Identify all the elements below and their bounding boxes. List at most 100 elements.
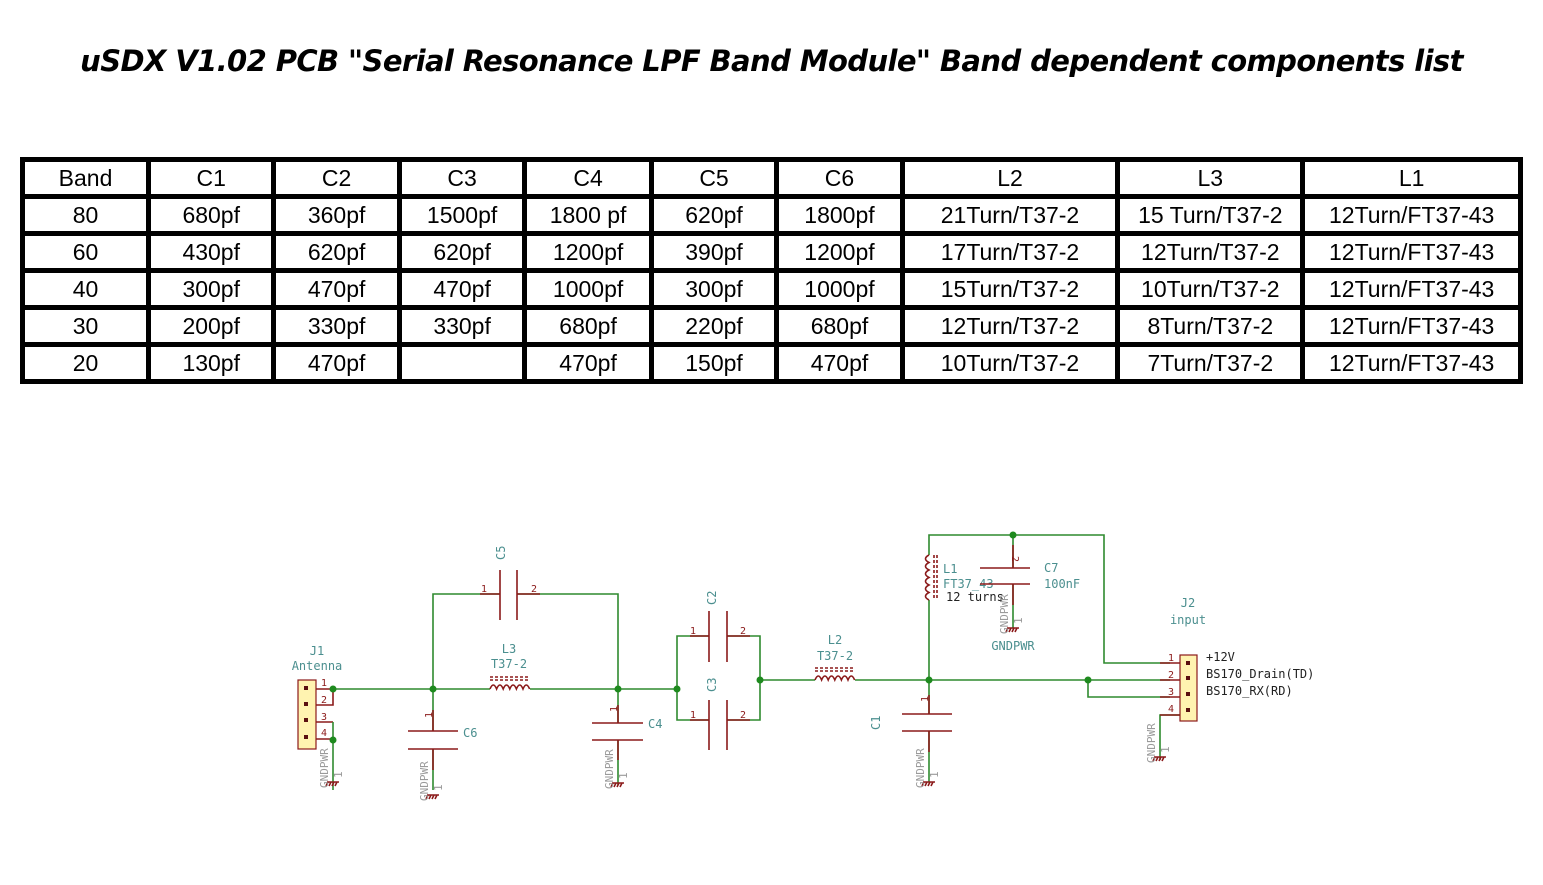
j2-value: input <box>1170 613 1206 627</box>
table-cell: 10Turn/T37-2 <box>899 342 1121 384</box>
c3-capacitor: C3 1 2 <box>690 678 750 750</box>
pin-number: 1 <box>617 772 630 779</box>
table-cell: C3 <box>396 157 528 199</box>
table-cell: 1800 pf <box>522 194 654 236</box>
table-cell: 300pf <box>146 268 277 310</box>
table-cell: 620pf <box>648 194 780 236</box>
table-cell: 390pf <box>648 231 780 273</box>
pin-number: 1 <box>321 678 327 689</box>
table-cell: 10Turn/T37-2 <box>1115 268 1306 310</box>
table-cell: 40 <box>19 268 152 310</box>
l2-inductor: L2 T37-2 <box>814 633 856 683</box>
pin-number: 1 <box>1168 653 1174 664</box>
table-cell: L1 <box>1300 157 1523 199</box>
table-cell: 30 <box>19 305 152 347</box>
table-cell: 680pf <box>774 305 905 347</box>
pin-number: 2 <box>1009 556 1020 562</box>
j2-signal-12v: +12V <box>1206 650 1235 664</box>
j2-connector: J2 input 1 2 3 4 +12V BS170_Drain(TD) BS… <box>1160 596 1314 722</box>
table-cell: 1000pf <box>774 268 905 310</box>
pin-number: 1 <box>609 706 620 712</box>
j2-signal-drain: BS170_Drain(TD) <box>1206 667 1314 681</box>
table-cell: 1000pf <box>522 268 654 310</box>
pin-number: 1 <box>432 784 445 791</box>
pin-number: 4 <box>1168 704 1174 715</box>
table-cell: 150pf <box>648 342 780 384</box>
table-cell: 470pf <box>774 342 905 384</box>
pin-number: 4 <box>321 728 327 739</box>
gnd-label: GNDPWR <box>1145 723 1158 763</box>
c1-ref: C1 <box>869 716 883 730</box>
table-cell: 80 <box>19 194 152 236</box>
table-row: 20 130pf 470pf 470pf 150pf 470pf 10Turn/T37-2 7… <box>19 342 1523 384</box>
table-cell: 680pf <box>146 194 277 236</box>
c4-ref: C4 <box>648 717 662 731</box>
l3-value: T37-2 <box>491 657 527 671</box>
table-cell: 12Turn/FT37-43 <box>1300 231 1523 273</box>
table-cell: 470pf <box>271 342 402 384</box>
table-cell: 130pf <box>146 342 277 384</box>
table-cell: 20 <box>19 342 152 384</box>
c7-value: 100nF <box>1044 577 1080 591</box>
pin-number: 1 <box>332 771 345 778</box>
table-cell: 1500pf <box>396 194 528 236</box>
table-cell: 620pf <box>396 231 528 273</box>
pin-number: 3 <box>321 712 327 723</box>
ground-icon: GNDPWR 1 <box>418 761 445 801</box>
j1-ref: J1 <box>310 644 324 658</box>
page-title: uSDX V1.02 PCB "Serial Resonance LPF Ban… <box>80 44 1463 78</box>
table-cell: 330pf <box>271 305 402 347</box>
table-cell: 430pf <box>146 231 277 273</box>
table-cell: 680pf <box>522 305 654 347</box>
pin-number: 2 <box>531 584 537 595</box>
pin-number: 1 <box>424 712 435 718</box>
ground-icon: GNDPWR 1 <box>318 748 345 788</box>
j2-ref: J2 <box>1181 596 1195 610</box>
table-cell: 330pf <box>396 305 528 347</box>
pin-number: 1 <box>690 710 696 721</box>
table-cell: L2 <box>899 157 1121 199</box>
table-cell: 15 Turn/T37-2 <box>1115 194 1306 236</box>
l1-value: FT37_43 <box>943 577 994 591</box>
pin-number: 1 <box>920 696 931 702</box>
pin-number: 1 <box>690 626 696 637</box>
pin-number: 3 <box>1168 687 1174 698</box>
table-cell: C5 <box>648 157 780 199</box>
pin-number: 2 <box>1168 670 1174 681</box>
table-cell: 1200pf <box>774 231 905 273</box>
gnd-label: GNDPWR <box>603 749 616 789</box>
c4-capacitor: C4 1 <box>592 705 662 760</box>
l2-ref: L2 <box>828 633 842 647</box>
table-cell: 300pf <box>648 268 780 310</box>
c5-ref: C5 <box>494 546 508 560</box>
table-cell: 12Turn/FT37-43 <box>1300 268 1523 310</box>
pin-number: 1 <box>928 771 941 778</box>
table-cell: Band <box>19 157 152 199</box>
table-cell: C6 <box>774 157 905 199</box>
pin-number: 1 <box>481 584 487 595</box>
c7-gnd-label: GNDPWR <box>991 639 1035 653</box>
table-cell: 220pf <box>648 305 780 347</box>
l1-inductor: L1 FT37_43 12 turns <box>924 554 1004 604</box>
l3-ref: L3 <box>502 642 516 656</box>
ground-icon: GNDPWR 1 <box>998 594 1025 634</box>
junctions <box>329 531 1092 744</box>
c2-ref: C2 <box>705 591 719 605</box>
table-cell: 7Turn/T37-2 <box>1115 342 1306 384</box>
gnd-label: GNDPWR <box>914 748 927 788</box>
pin-number: 2 <box>740 710 746 721</box>
table-cell: 360pf <box>271 194 402 236</box>
l2-value: T37-2 <box>817 649 853 663</box>
j2-signal-rx: BS170_RX(RD) <box>1206 684 1293 698</box>
c3-ref: C3 <box>705 678 719 692</box>
gnd-label: GNDPWR <box>418 761 431 801</box>
table-row: 60 430pf 620pf 620pf 1200pf 390pf 1200pf 17Turn… <box>19 231 1523 273</box>
components-table: Band C1 C2 C3 C4 C5 C6 L2 L3 L1 80 680pf 360pf 1500pf… <box>19 157 1523 384</box>
j1-connector: J1 Antenna 1 2 3 4 <box>292 644 342 750</box>
table-cell: 12Turn/FT37-43 <box>1300 194 1523 236</box>
table-cell: 12Turn/FT37-43 <box>1300 305 1523 347</box>
gnd-label: GNDPWR <box>318 748 331 788</box>
c7-capacitor: C7 100nF 2 GNDPWR <box>980 545 1080 653</box>
table-header-row: Band C1 C2 C3 C4 C5 C6 L2 L3 L1 <box>19 157 1523 199</box>
